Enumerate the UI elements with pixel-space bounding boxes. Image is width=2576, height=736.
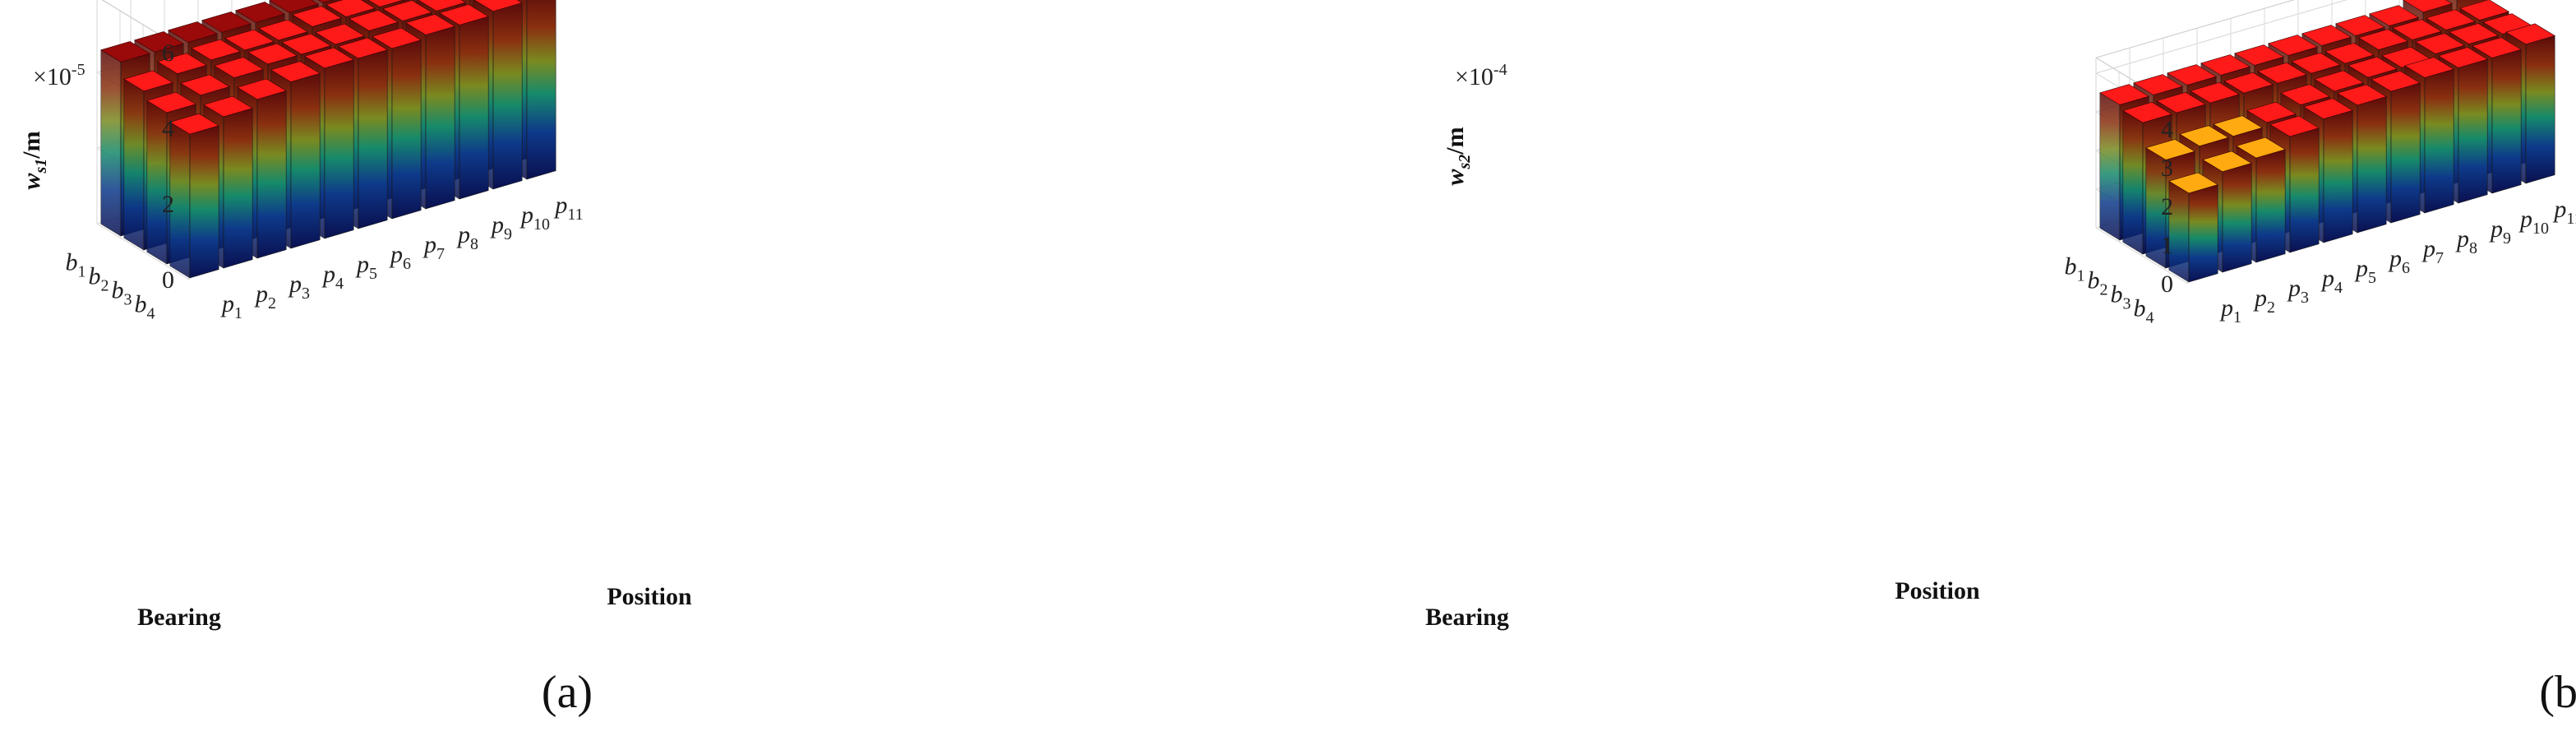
panel-label: (a) bbox=[542, 667, 593, 718]
y-axis-label: Bearing bbox=[137, 604, 221, 631]
bearing-tick-b4: b4 bbox=[135, 291, 155, 323]
position-tick-p6: p6 bbox=[2388, 245, 2410, 277]
z-tick-label: 4 bbox=[162, 115, 174, 142]
position-tick-p9: p9 bbox=[2489, 215, 2511, 248]
y-axis-label: Bearing bbox=[1425, 604, 1509, 631]
position-tick-p3: p3 bbox=[288, 271, 310, 303]
bearing-tick-b1: b1 bbox=[2065, 253, 2085, 285]
panel-label: (b) bbox=[2539, 667, 2576, 718]
z-tick-label: 4 bbox=[2161, 116, 2173, 143]
bearing-tick-b2: b2 bbox=[89, 263, 109, 295]
z-axis: 0 2 4 6 ×10-5 ws1/m bbox=[18, 39, 174, 294]
position-tick-p7: p7 bbox=[2421, 235, 2444, 267]
position-tick-p11: p11 bbox=[2552, 196, 2576, 228]
position-tick-p4: p4 bbox=[2320, 265, 2343, 297]
position-tick-p8: p8 bbox=[456, 221, 478, 253]
position-tick-p2: p2 bbox=[2253, 285, 2275, 317]
x-axis-label: Position bbox=[1895, 577, 1980, 604]
bearing-tick-b1: b1 bbox=[66, 249, 86, 281]
position-tick-p1: p1 bbox=[2219, 294, 2241, 326]
z-axis-label: ws2/m bbox=[1442, 127, 1474, 185]
position-tick-p3: p3 bbox=[2287, 275, 2309, 307]
bar-b4-p1 bbox=[169, 113, 219, 279]
position-tick-p6: p6 bbox=[389, 241, 411, 273]
position-tick-p5: p5 bbox=[2354, 255, 2376, 287]
position-tick-p1: p1 bbox=[220, 290, 242, 322]
z-multiplier: ×10-5 bbox=[33, 61, 85, 90]
x-axis-label: Position bbox=[607, 583, 692, 610]
bearing-axis: b1 b2 b3 b4 bbox=[66, 249, 155, 323]
position-tick-p10: p10 bbox=[519, 201, 550, 234]
z-axis: 0 1 2 3 4 ×10-4 ws2/m bbox=[1442, 61, 2173, 298]
z-tick-label: 2 bbox=[2161, 193, 2173, 220]
bearing-tick-b3: b3 bbox=[112, 277, 132, 309]
position-tick-p10: p10 bbox=[2518, 206, 2549, 238]
z-tick-label: 2 bbox=[162, 191, 174, 218]
z-tick-label: 1 bbox=[2161, 232, 2173, 259]
z-tick-label: 0 bbox=[2161, 271, 2173, 298]
bars bbox=[100, 0, 556, 279]
z-tick-label: 0 bbox=[162, 266, 174, 294]
z-tick-label: 3 bbox=[2161, 155, 2173, 182]
z-multiplier: ×10-4 bbox=[1455, 61, 1507, 90]
bearing-tick-b4: b4 bbox=[2134, 295, 2154, 327]
z-tick-label: 6 bbox=[162, 39, 174, 67]
position-tick-p8: p8 bbox=[2455, 225, 2477, 257]
position-tick-p4: p4 bbox=[321, 261, 344, 293]
bar-b4-p1 bbox=[2168, 172, 2218, 283]
z-axis-label: ws1/m bbox=[18, 131, 50, 189]
position-tick-p2: p2 bbox=[254, 280, 276, 312]
bars bbox=[2099, 0, 2555, 283]
position-tick-p11: p11 bbox=[553, 192, 583, 224]
bearing-tick-b3: b3 bbox=[2111, 281, 2131, 313]
position-tick-p7: p7 bbox=[422, 231, 445, 263]
position-tick-p5: p5 bbox=[355, 251, 377, 283]
bearing-axis: b1 b2 b3 b4 bbox=[2065, 253, 2154, 327]
position-tick-p9: p9 bbox=[490, 211, 512, 243]
bearing-tick-b2: b2 bbox=[2088, 267, 2108, 299]
